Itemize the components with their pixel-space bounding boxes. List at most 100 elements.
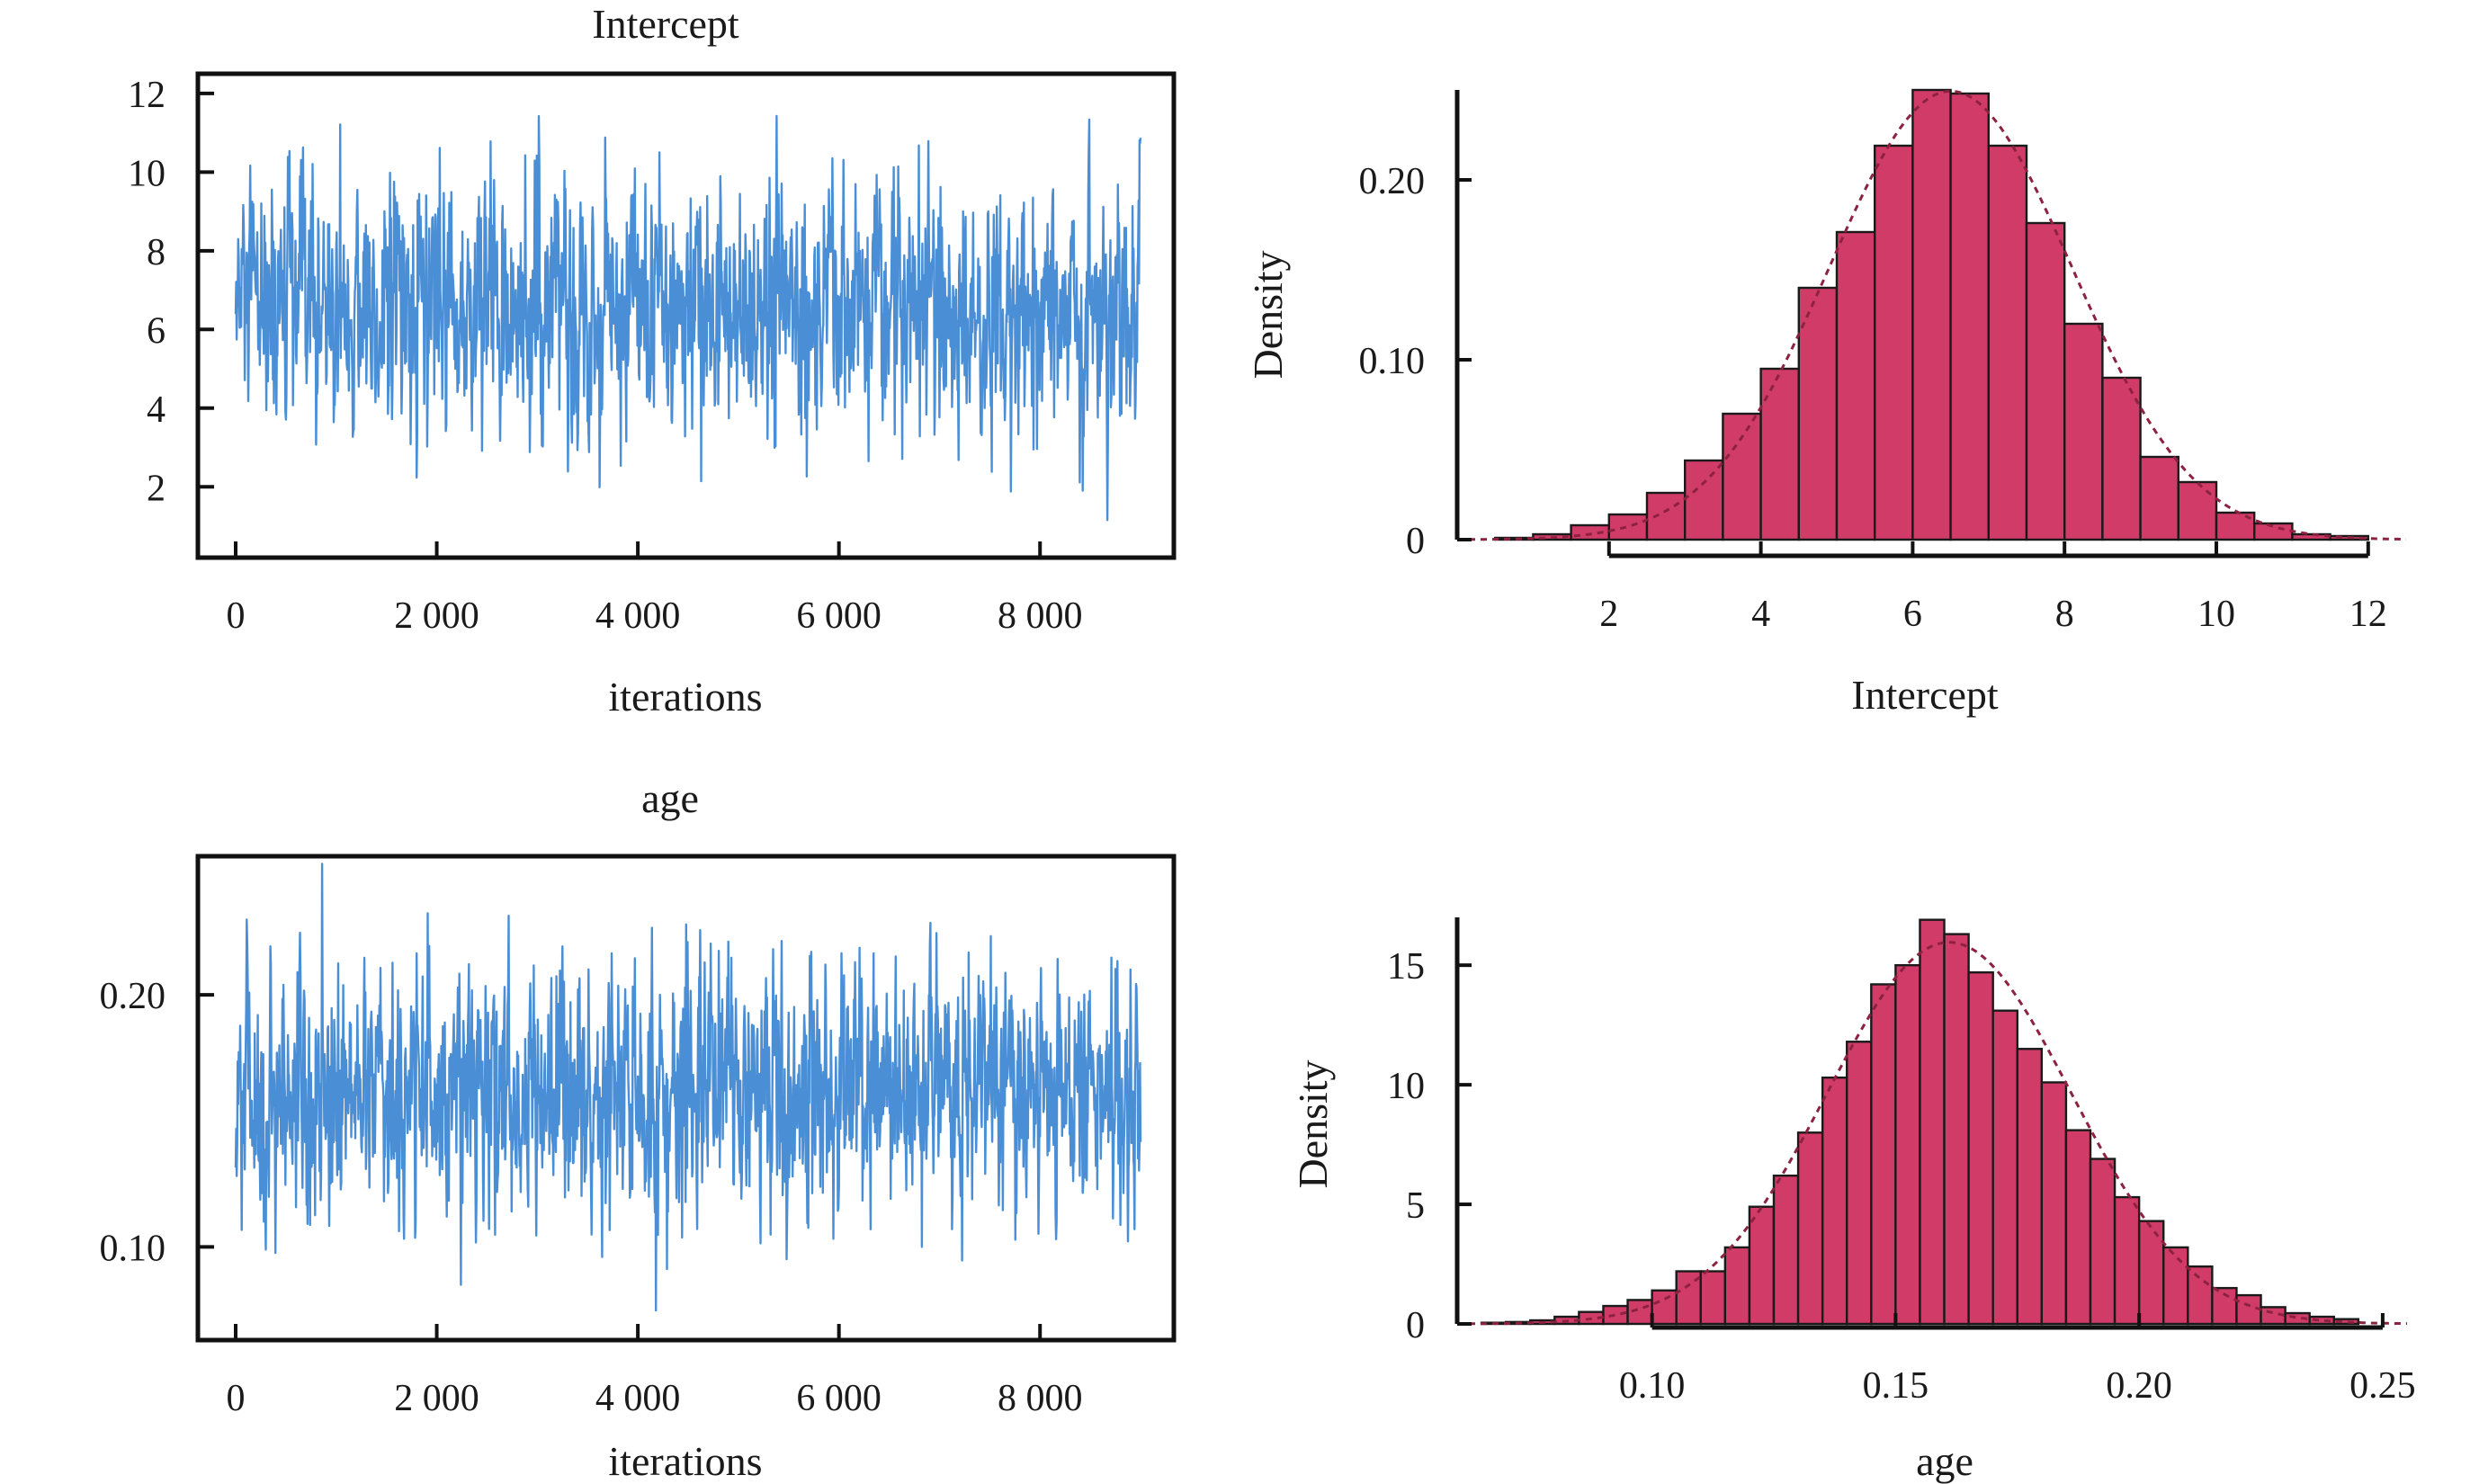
x-tick-label: 0 [227,595,246,637]
trace-line [234,863,1142,1312]
histogram-bar [1835,230,1876,541]
histogram-bar [1943,933,1970,1326]
y-tick-label: 0.10 [100,1228,166,1269]
age-histogram-panel: 0.10 0.15 0.20 0.25 0 5 10 15 Density age [1290,917,2416,1484]
x-tick-label: 4 [1751,594,1770,635]
trace-line [234,114,1142,522]
histogram-bar [1911,88,1952,541]
y-tick-label: 0.20 [1359,161,1426,202]
y-tick-label: 15 [1387,946,1425,988]
histogram-bar [1873,144,1914,541]
histogram-bar [2162,1246,2189,1326]
histogram-bar [1894,963,1921,1326]
x-tick-label: 12 [2349,594,2387,635]
intercept-trace-ticks: 0 2 000 4 000 6 000 8 000 2 4 6 8 10 12 [128,75,1082,637]
age-histogram-bars [1480,918,2360,1326]
histogram-bar [1722,412,1762,541]
intercept-histogram-bars [1493,88,2370,541]
histogram-bar [2137,1220,2165,1326]
y-tick-label: 10 [1387,1066,1425,1107]
y-tick-label: 8 [147,232,166,273]
histogram-bar [1683,459,1724,541]
x-tick-label: 6 000 [796,595,882,637]
age-density-curve [1457,941,2407,1326]
histogram-bar [1797,286,1839,541]
histogram-bar [1723,1246,1751,1326]
x-tick-label: 0.15 [1863,1365,1929,1407]
histogram-bar [1870,983,1897,1326]
histogram-bar [2040,1081,2068,1326]
x-tick-label: 2 000 [394,1378,479,1419]
intercept-trace-title: Intercept [592,1,739,47]
age-trace-panel: age 0 2 000 4 000 6 000 8 000 0.10 0.20 iterat… [100,775,1177,1484]
intercept-histogram-xlabel: Intercept [1851,672,1999,718]
x-tick-label: 0.20 [2106,1365,2172,1407]
x-tick-label: 0 [227,1378,246,1419]
histogram-bar [2025,221,2066,541]
histogram-bar [1759,367,1800,541]
y-tick-label: 12 [128,75,166,116]
y-tick-label: 10 [128,153,166,194]
histogram-bar [1821,1076,1848,1326]
age-trace-frame [195,854,1177,1343]
age-histogram-axes: 0.10 0.15 0.20 0.25 0 5 10 15 [1387,917,2416,1407]
histogram-bar [1967,970,1994,1326]
y-tick-label: 6 [147,310,166,352]
intercept-trace-frame [195,71,1177,560]
intercept-histogram-ylabel: Density [1245,250,1291,379]
x-tick-label: 4 000 [595,1378,681,1419]
x-tick-label: 8 000 [998,1378,1083,1419]
histogram-bar [1748,1205,1776,1326]
x-tick-label: 0.25 [2349,1365,2416,1407]
y-tick-label: 0 [1406,1305,1425,1346]
histogram-bar [1846,1041,1873,1326]
histogram-bar [2064,1129,2092,1326]
histogram-bar [1919,918,1946,1326]
y-tick-label: 0 [1406,521,1425,562]
histogram-bar [1607,513,1649,541]
x-tick-label: 0.10 [1619,1365,1686,1407]
histogram-bar [1796,1131,1824,1326]
x-tick-label: 4 000 [595,595,681,637]
histogram-bar [1949,92,1991,541]
histogram-bar [2187,1265,2214,1326]
age-trace-ticks: 0 2 000 4 000 6 000 8 000 0.10 0.20 [100,976,1083,1419]
histogram-bar [2252,522,2294,541]
histogram-bar [2016,1048,2044,1326]
age-trace-title: age [641,775,699,821]
histogram-bar [1645,491,1687,541]
x-tick-label: 6 [1903,594,1922,635]
x-tick-label: 10 [2197,594,2235,635]
y-tick-label: 0.10 [1359,341,1426,382]
y-tick-label: 0.20 [100,976,166,1017]
histogram-bar [1699,1270,1727,1326]
x-tick-label: 6 000 [796,1378,882,1419]
histogram-bar [2139,455,2180,541]
x-tick-label: 8 000 [998,595,1083,637]
intercept-histogram-panel: 2 4 6 8 10 12 0 0.10 0.20 Density Intercept [1245,88,2407,718]
histogram-bar [2177,480,2218,541]
intercept-histogram-axes: 2 4 6 8 10 12 0 0.10 0.20 [1359,90,2387,635]
histogram-bar [1626,1299,1653,1326]
histogram-bar [2332,1318,2360,1326]
intercept-density-curve [1457,89,2407,541]
histogram-bar [2063,322,2104,541]
intercept-trace-series [234,114,1142,522]
y-tick-label: 5 [1406,1185,1425,1227]
x-tick-label: 2 [1599,594,1618,635]
y-tick-label: 2 [147,468,166,509]
histogram-bar [2101,376,2142,541]
histogram-bar [1987,144,2028,541]
histogram-bar [2113,1195,2141,1326]
y-tick-label: 4 [147,389,166,431]
histogram-bar [2089,1158,2117,1326]
histogram-bar [1602,1304,1629,1326]
age-trace-series [234,863,1142,1312]
histogram-bar [1651,1289,1678,1326]
age-histogram-ylabel: Density [1290,1059,1336,1188]
x-tick-label: 2 000 [394,595,479,637]
x-tick-label: 8 [2055,594,2074,635]
age-trace-xlabel: iterations [608,1438,762,1484]
